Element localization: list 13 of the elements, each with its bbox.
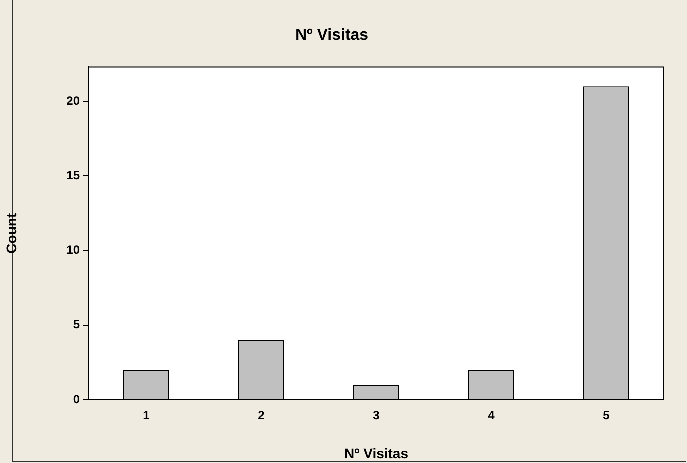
y-tick-label: 20 [66,94,80,108]
y-tick-label: 15 [66,168,80,182]
y-tick-label: 5 [73,318,80,332]
y-axis-title: Count [3,213,20,254]
y-tick-label: 0 [73,392,80,406]
x-tick-label: 1 [143,408,150,423]
x-tick-label: 2 [258,408,266,423]
y-tick-label: 10 [66,243,80,258]
x-axis-title: Nº Visitas [344,445,409,462]
chart-title: Nº Visitas [295,27,369,44]
x-tick-label: 3 [373,408,380,423]
x-tick-label: 5 [603,408,610,423]
x-tick-label: 4 [488,408,496,423]
